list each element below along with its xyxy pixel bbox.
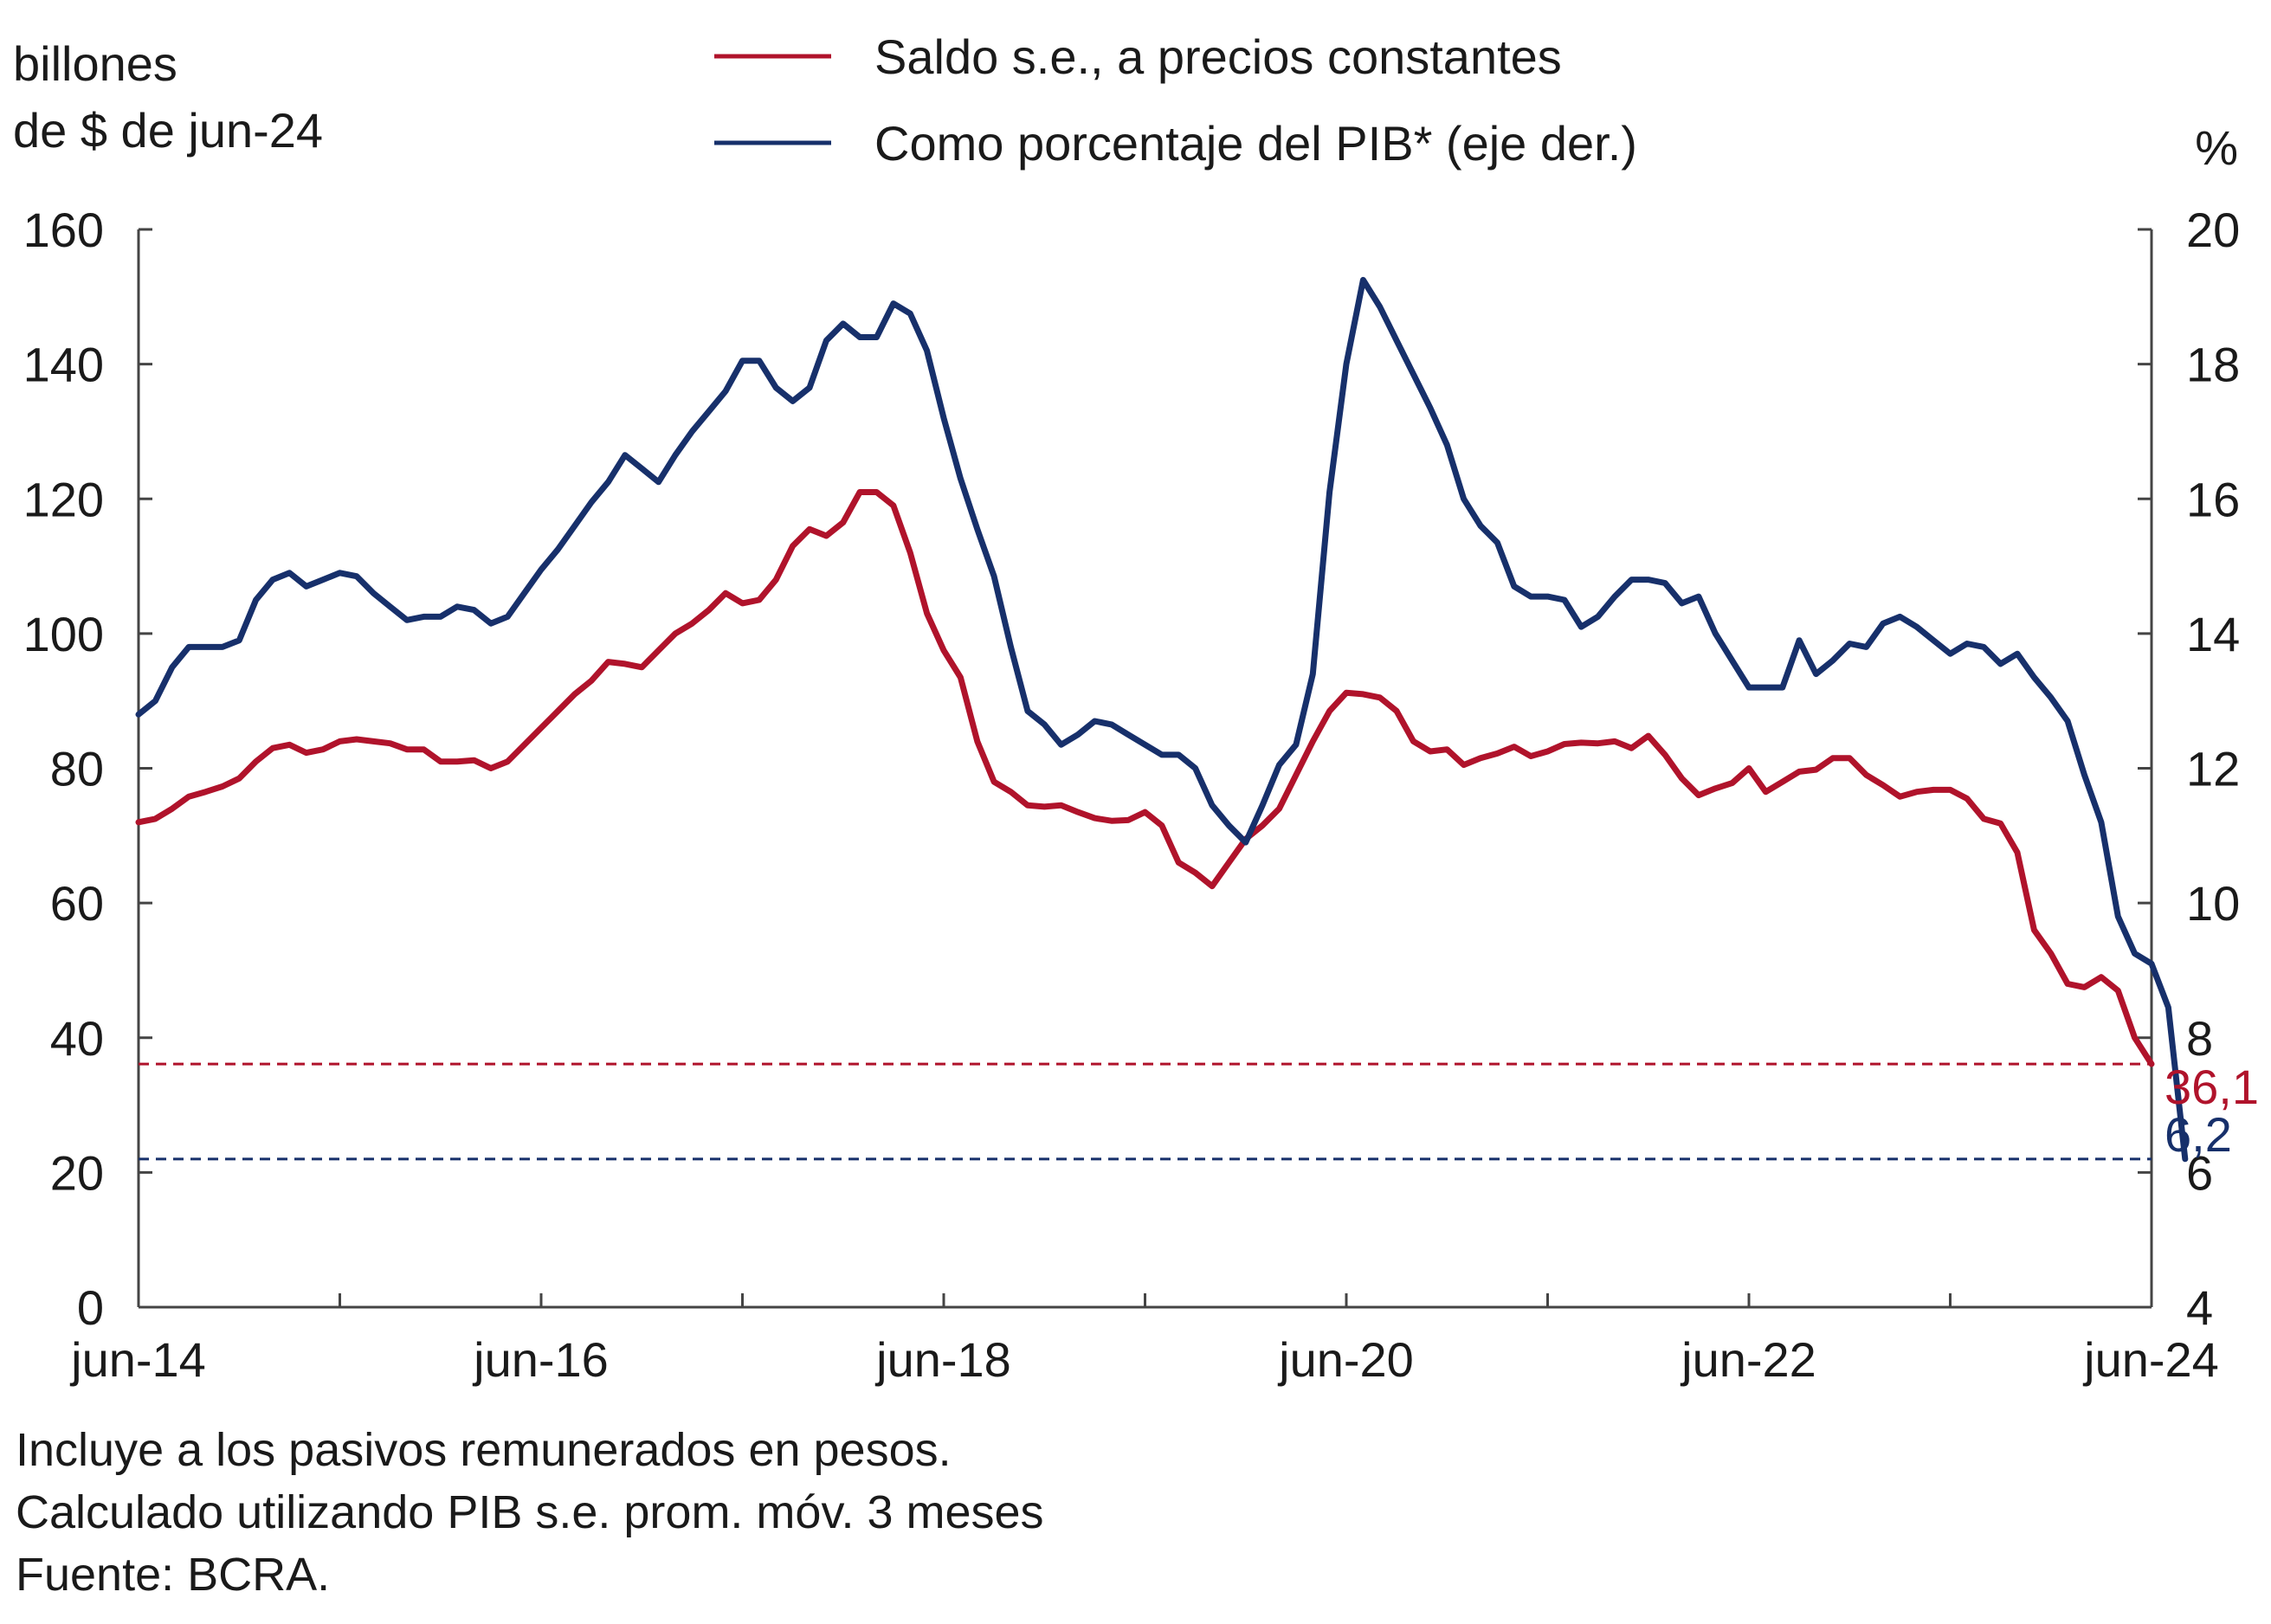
y-left-tick-label: 100 [23,607,104,661]
series-end-label: 6,2 [2165,1107,2232,1162]
y-right-tick-label: 20 [2186,203,2240,257]
x-tick-label: jun-22 [1680,1332,1816,1387]
x-tick-label: jun-18 [874,1332,1011,1387]
y-right-tick-label: 16 [2186,472,2240,526]
y-right-tick-label: 10 [2186,876,2240,931]
y-right-axis-label: % [2195,120,2238,175]
y-left-tick-label: 20 [50,1145,104,1200]
note-fuente: Fuente: BCRA. [16,1549,331,1601]
y-right-tick-label: 8 [2186,1011,2213,1066]
y-left-tick-label: 140 [23,338,104,392]
series-line [135,489,2155,1067]
note-pasivos: Incluye a los pasivos remunerados en pes… [16,1424,952,1476]
legend-label: Saldo s.e., a precios constantes [874,29,1562,84]
x-tick-label: jun-20 [1277,1332,1414,1387]
y-left-axis-label: billones [13,36,177,91]
y-left-tick-label: 160 [23,203,104,257]
y-left-tick-label: 0 [77,1280,104,1335]
x-tick-label: jun-24 [2082,1332,2219,1387]
y-right-tick-label: 6 [2186,1145,2213,1200]
y-right-tick-label: 14 [2186,607,2240,661]
y-left-axis-label: de $ de jun-24 [13,103,323,158]
y-left-tick-label: 60 [50,876,104,931]
y-left-tick-label: 40 [50,1011,104,1066]
x-tick-label: jun-14 [69,1332,206,1387]
y-right-tick-label: 18 [2186,338,2240,392]
series-line [135,276,2189,1163]
y-right-tick-label: 12 [2186,742,2240,796]
note-calculo: Calculado utilizando PIB s.e. prom. móv.… [16,1486,1044,1538]
y-left-tick-label: 120 [23,472,104,526]
legend-label: Como porcentaje del PIB* (eje der.) [874,116,1637,171]
y-left-tick-label: 80 [50,742,104,796]
series-end-label: 36,1 [2165,1060,2259,1114]
x-tick-label: jun-16 [472,1332,609,1387]
y-right-tick-label: 4 [2186,1280,2213,1335]
